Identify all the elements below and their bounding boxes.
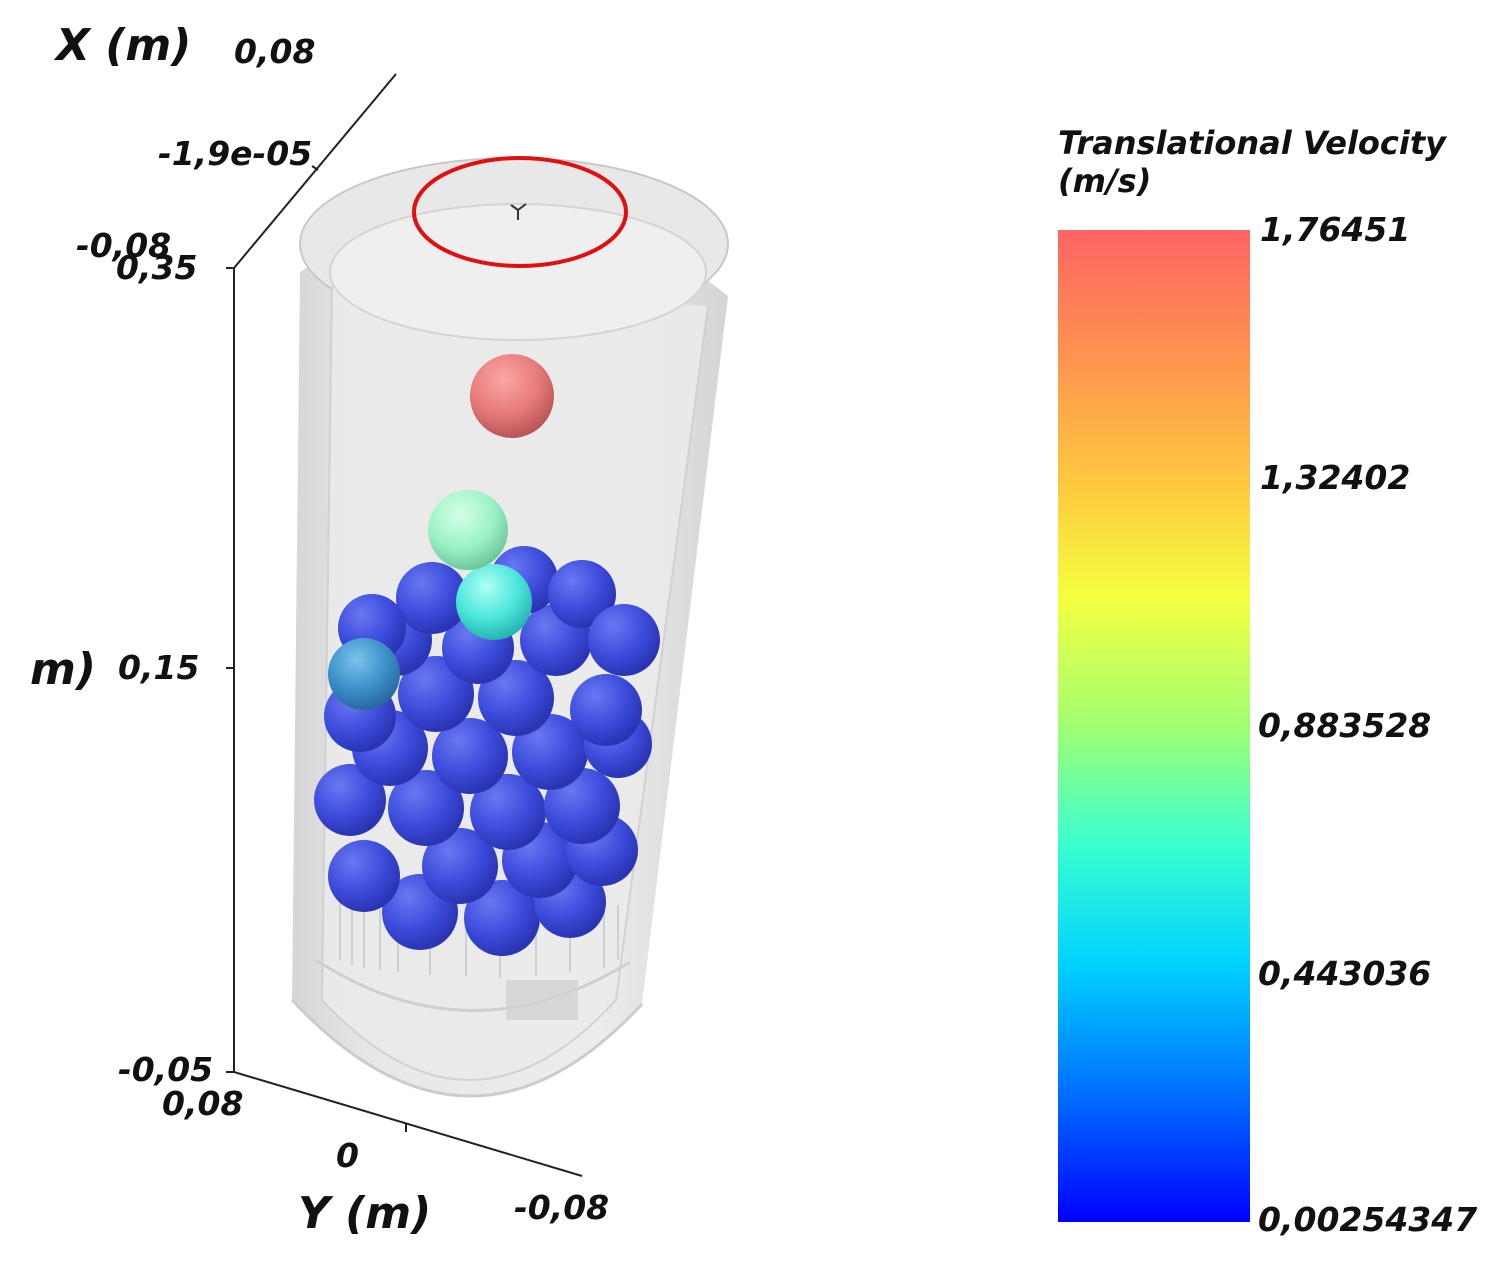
y-tick-0: 0,08 xyxy=(162,1084,244,1123)
legend-title: Translational Velocity (m/s) xyxy=(1058,124,1446,200)
y-tick-1: 0 xyxy=(336,1136,359,1175)
cylinder-inner-bottom xyxy=(315,958,631,1012)
colorbar xyxy=(1058,230,1250,1222)
x-tick-0: 0,08 xyxy=(234,32,316,71)
z-tick-1: 0,15 xyxy=(118,648,200,687)
cylinder-bottom-edge xyxy=(290,998,644,1098)
base-block xyxy=(506,980,578,1020)
legend-tick-4: 0,443036 xyxy=(1258,954,1432,993)
legend-tick-3: 0,883528 xyxy=(1258,706,1432,745)
z-tick-0: 0,35 xyxy=(116,248,198,287)
y-tick-2: -0,08 xyxy=(514,1188,610,1227)
legend-title-line1: Translational Velocity xyxy=(1058,124,1446,162)
legend-tick-2: 1,32402 xyxy=(1260,458,1411,497)
y-axis-title: Y (m) xyxy=(298,1188,432,1239)
z-axis-title: m) xyxy=(30,644,96,695)
legend-tick-min: 0,00254347 xyxy=(1258,1200,1478,1239)
z-tick-2: -0,05 xyxy=(118,1050,214,1089)
particle-cyan xyxy=(456,564,532,640)
axis-lines xyxy=(226,73,583,1177)
x-tick-2: -0,08 xyxy=(76,226,172,265)
particle-pile xyxy=(314,546,660,956)
x-axis-title: X (m) xyxy=(56,20,192,71)
particle-red xyxy=(470,354,554,438)
particle-mint xyxy=(428,490,508,570)
particle-light-blue xyxy=(328,638,400,710)
legend-tick-max: 1,76451 xyxy=(1260,210,1411,249)
highlight-ring xyxy=(412,156,628,268)
x-tick-1: -1,9e-05 xyxy=(158,134,313,173)
cylinder-top-inner xyxy=(329,203,707,341)
orientation-marker-icon xyxy=(510,203,527,220)
legend-title-line2: (m/s) xyxy=(1058,162,1152,200)
